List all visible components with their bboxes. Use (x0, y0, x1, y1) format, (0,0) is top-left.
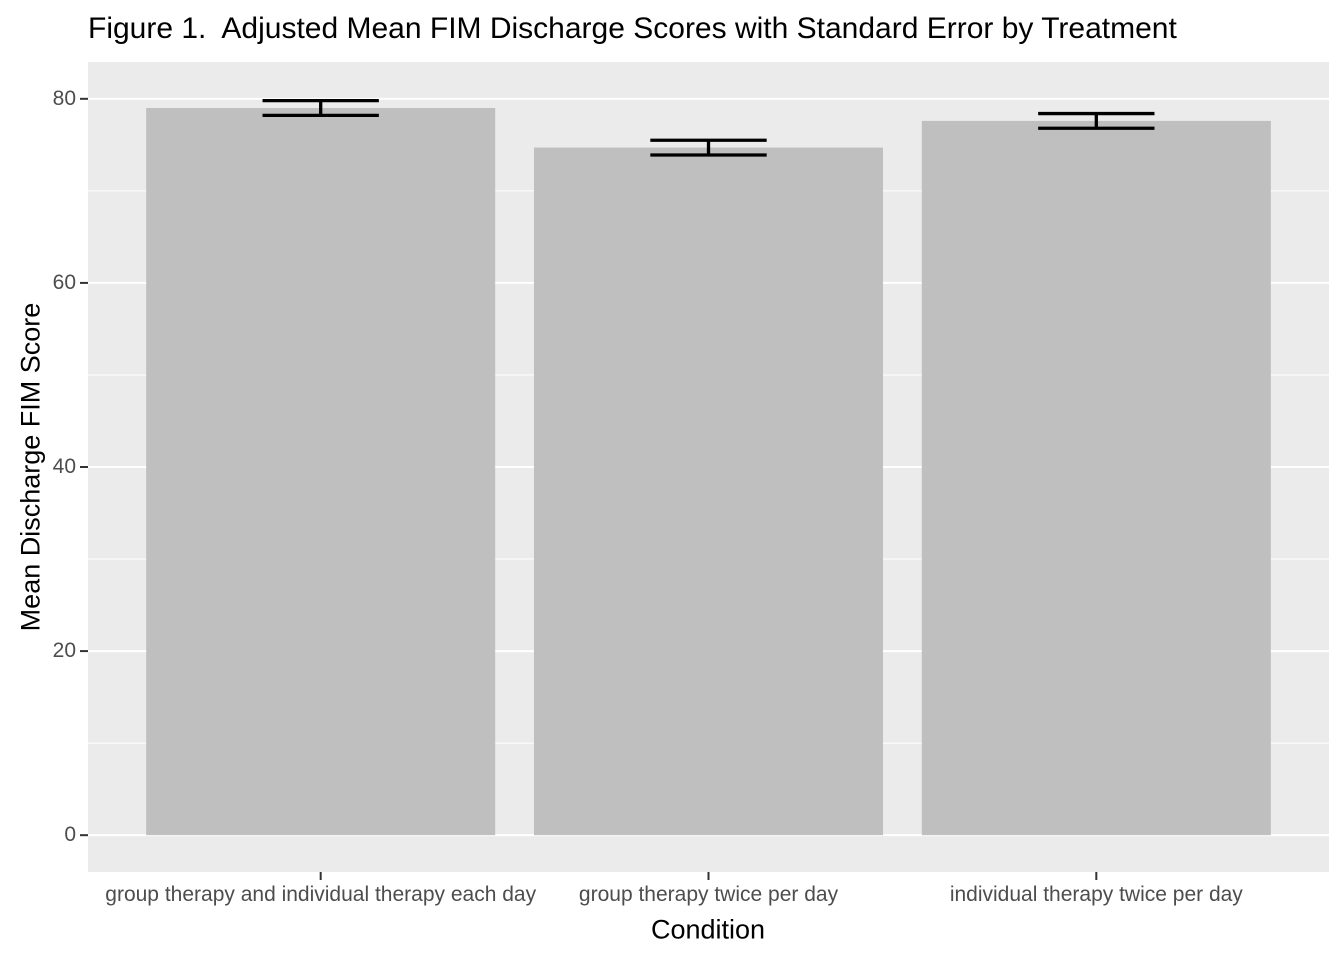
bar-1 (146, 108, 496, 836)
bar-2 (533, 147, 884, 836)
bar-3 (921, 120, 1271, 836)
x-axis-title: Condition (650, 914, 766, 945)
y-axis-title: Mean Discharge FIM Score (15, 302, 46, 632)
chart-title: Figure 1. Adjusted Mean FIM Discharge Sc… (88, 12, 1177, 45)
